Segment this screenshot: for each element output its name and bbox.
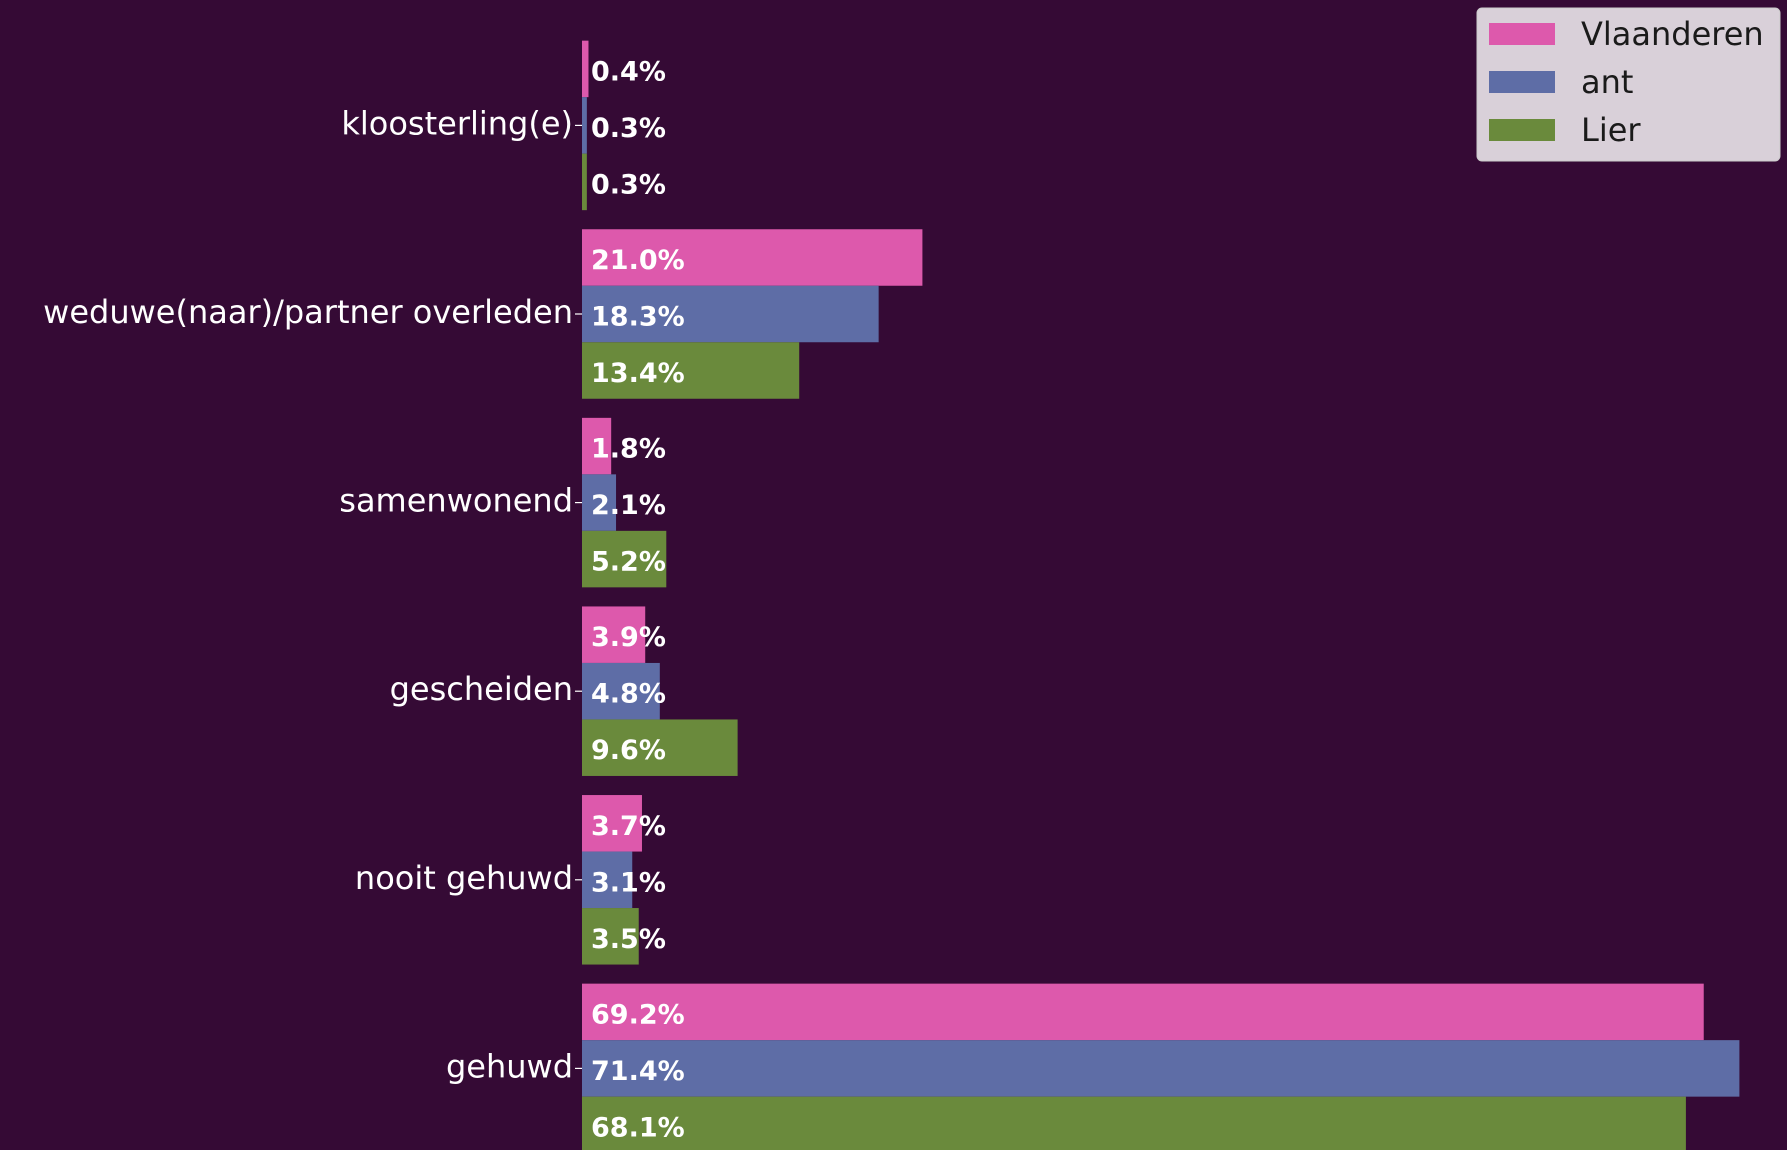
bar xyxy=(582,229,923,286)
bar xyxy=(582,1040,1740,1097)
legend-swatch xyxy=(1489,71,1555,93)
legend-label: Vlaanderen xyxy=(1581,15,1764,53)
value-label: 71.4% xyxy=(591,1056,685,1087)
bar xyxy=(582,719,738,776)
y-tick-label: gehuwd xyxy=(446,1047,573,1085)
bar xyxy=(582,40,589,98)
bar xyxy=(582,417,612,475)
value-label: 0.3% xyxy=(591,169,666,200)
bar xyxy=(582,1096,1686,1150)
y-tick-label: weduwe(naar)/partner overleden xyxy=(43,293,573,331)
value-label: 5.2% xyxy=(591,547,666,578)
value-label: 0.4% xyxy=(591,56,666,87)
value-label: 3.7% xyxy=(591,811,666,842)
value-label: 9.6% xyxy=(591,735,666,766)
value-label: 13.4% xyxy=(591,358,685,389)
value-label: 3.5% xyxy=(591,924,666,955)
value-label: 1.8% xyxy=(591,434,666,465)
bar xyxy=(582,908,639,965)
value-label: 18.3% xyxy=(591,302,685,333)
bar xyxy=(582,662,660,720)
legend: Vlaanderen ant Lier xyxy=(1476,7,1781,162)
plot: kloosterling(e) 0.4% 0.3% 0.3% weduwe(naar)/… xyxy=(43,40,1740,1150)
bar xyxy=(582,606,646,663)
y-tick-label: gescheiden xyxy=(390,670,573,708)
bar xyxy=(582,285,879,343)
bar xyxy=(582,795,642,852)
y-tick-label: kloosterling(e) xyxy=(341,104,573,142)
bar xyxy=(582,851,633,909)
bar xyxy=(582,474,617,531)
value-label: 2.1% xyxy=(591,490,666,521)
legend-swatch xyxy=(1489,119,1555,141)
value-label: 68.1% xyxy=(591,1112,685,1143)
value-label: 3.9% xyxy=(591,622,666,653)
bar xyxy=(582,530,667,588)
legend-label: ant xyxy=(1581,63,1633,101)
bar xyxy=(582,153,587,211)
legend-label: Lier xyxy=(1581,111,1641,149)
value-label: 69.2% xyxy=(591,999,685,1030)
bar xyxy=(582,97,587,154)
value-label: 0.3% xyxy=(591,113,666,144)
value-label: 3.1% xyxy=(591,867,666,898)
value-label: 4.8% xyxy=(591,679,666,710)
bar xyxy=(582,983,1704,1041)
legend-swatch xyxy=(1489,23,1555,45)
value-label: 21.0% xyxy=(591,245,685,276)
y-tick-label: samenwonend xyxy=(339,482,573,520)
bar xyxy=(582,342,800,399)
y-tick-label: nooit gehuwd xyxy=(355,859,573,897)
